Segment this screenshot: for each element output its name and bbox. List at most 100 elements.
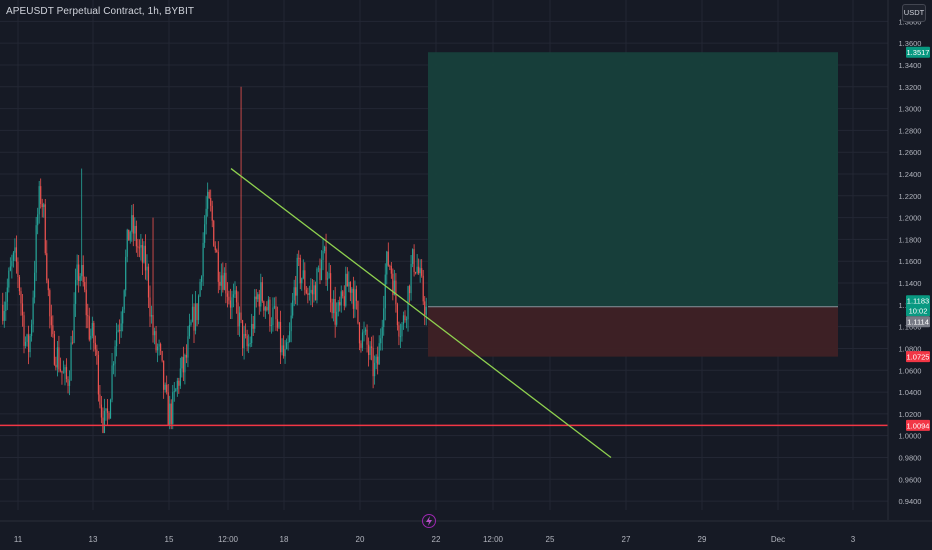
candle-body (56, 347, 58, 368)
candle-body (24, 341, 27, 346)
candle-body (389, 265, 391, 267)
candle (135, 220, 137, 253)
candle-body (116, 331, 118, 347)
candle (374, 355, 376, 385)
candle (416, 254, 418, 275)
time-tick-label: 27 (622, 535, 631, 544)
price-tick-label: 1.2200 (899, 192, 922, 201)
target-zone[interactable] (428, 52, 838, 307)
price-tick-label: 0.9400 (899, 497, 922, 506)
candle-body (62, 372, 65, 374)
candle (419, 259, 421, 283)
candle (68, 370, 71, 396)
candle (325, 233, 327, 287)
price-axis[interactable]: 1.38001.36001.34001.32001.30001.28001.26… (887, 0, 932, 520)
candle (346, 267, 348, 287)
candle-body (122, 309, 124, 324)
candle-body (348, 282, 350, 287)
candle (418, 258, 420, 275)
candle (261, 276, 263, 303)
candle (191, 294, 194, 323)
long-position-tool[interactable] (428, 52, 838, 357)
candle-body (182, 357, 184, 373)
candle (155, 325, 157, 353)
candle-body (172, 392, 174, 424)
candle-body (349, 282, 351, 293)
price-tick-label: 1.0000 (899, 432, 922, 441)
lightning-icon[interactable] (422, 514, 436, 528)
candle (20, 287, 22, 316)
candle (40, 178, 42, 209)
candle-body (196, 303, 198, 321)
stop-zone[interactable] (428, 306, 838, 357)
candle-body (317, 268, 320, 270)
candle (377, 346, 379, 375)
candle (246, 329, 248, 352)
candle (184, 353, 186, 385)
candle (11, 254, 13, 279)
candle-body (21, 303, 24, 316)
candle-body (27, 334, 30, 353)
candle-body (245, 334, 247, 336)
candle (125, 249, 127, 297)
time-axis[interactable]: 11 13 15 12:00 18 20 22 12:00 25 27 29 Dec 3 (0, 520, 932, 544)
candle-body (120, 323, 122, 332)
candle-body (219, 281, 221, 286)
candle-body (292, 300, 294, 316)
trendline[interactable] (230, 168, 612, 459)
candle-body (114, 346, 116, 364)
candle (322, 239, 324, 271)
candle (422, 269, 424, 305)
candle-body (357, 300, 359, 323)
candle-body (194, 303, 197, 331)
candle (29, 333, 31, 358)
candle (111, 353, 113, 403)
candle-body (377, 356, 379, 365)
candle-body (191, 306, 194, 322)
candle (109, 398, 112, 419)
candle-body (111, 365, 113, 400)
candle-body (52, 325, 54, 335)
candle (17, 257, 19, 288)
candle (108, 411, 110, 420)
candle (41, 198, 43, 218)
candle (415, 271, 417, 275)
candle (201, 275, 203, 291)
candle (310, 278, 312, 306)
candle (38, 180, 40, 224)
candle (197, 294, 200, 325)
candle-body (316, 268, 318, 301)
symbol-title[interactable]: APEUSDT Perpetual Contract, 1h, BYBIT (6, 6, 195, 17)
candle (34, 260, 36, 304)
candle (298, 250, 300, 267)
candle (226, 282, 228, 308)
candle (181, 356, 183, 378)
candle (412, 248, 414, 268)
chart-drawings[interactable] (0, 168, 888, 459)
candle (175, 387, 177, 392)
candle (79, 273, 81, 287)
candle-body (386, 251, 388, 275)
candle (82, 255, 84, 287)
candle-body (44, 204, 46, 254)
candle-body (225, 272, 227, 294)
candle-body (424, 301, 426, 315)
candle (94, 335, 96, 357)
candle-body (367, 344, 370, 356)
candle (99, 385, 101, 409)
price-label-support: 1.0094 (906, 419, 930, 431)
candle (248, 334, 250, 354)
candle-body (179, 368, 181, 386)
currency-button[interactable]: USDT (902, 4, 926, 22)
candle (220, 263, 222, 297)
candle (128, 229, 130, 241)
candle-body (88, 316, 90, 340)
candle-body (81, 264, 83, 277)
time-tick-label: 25 (546, 535, 555, 544)
candle (386, 250, 388, 285)
candle (311, 279, 313, 308)
candle-body (272, 307, 274, 326)
candle (293, 279, 295, 307)
